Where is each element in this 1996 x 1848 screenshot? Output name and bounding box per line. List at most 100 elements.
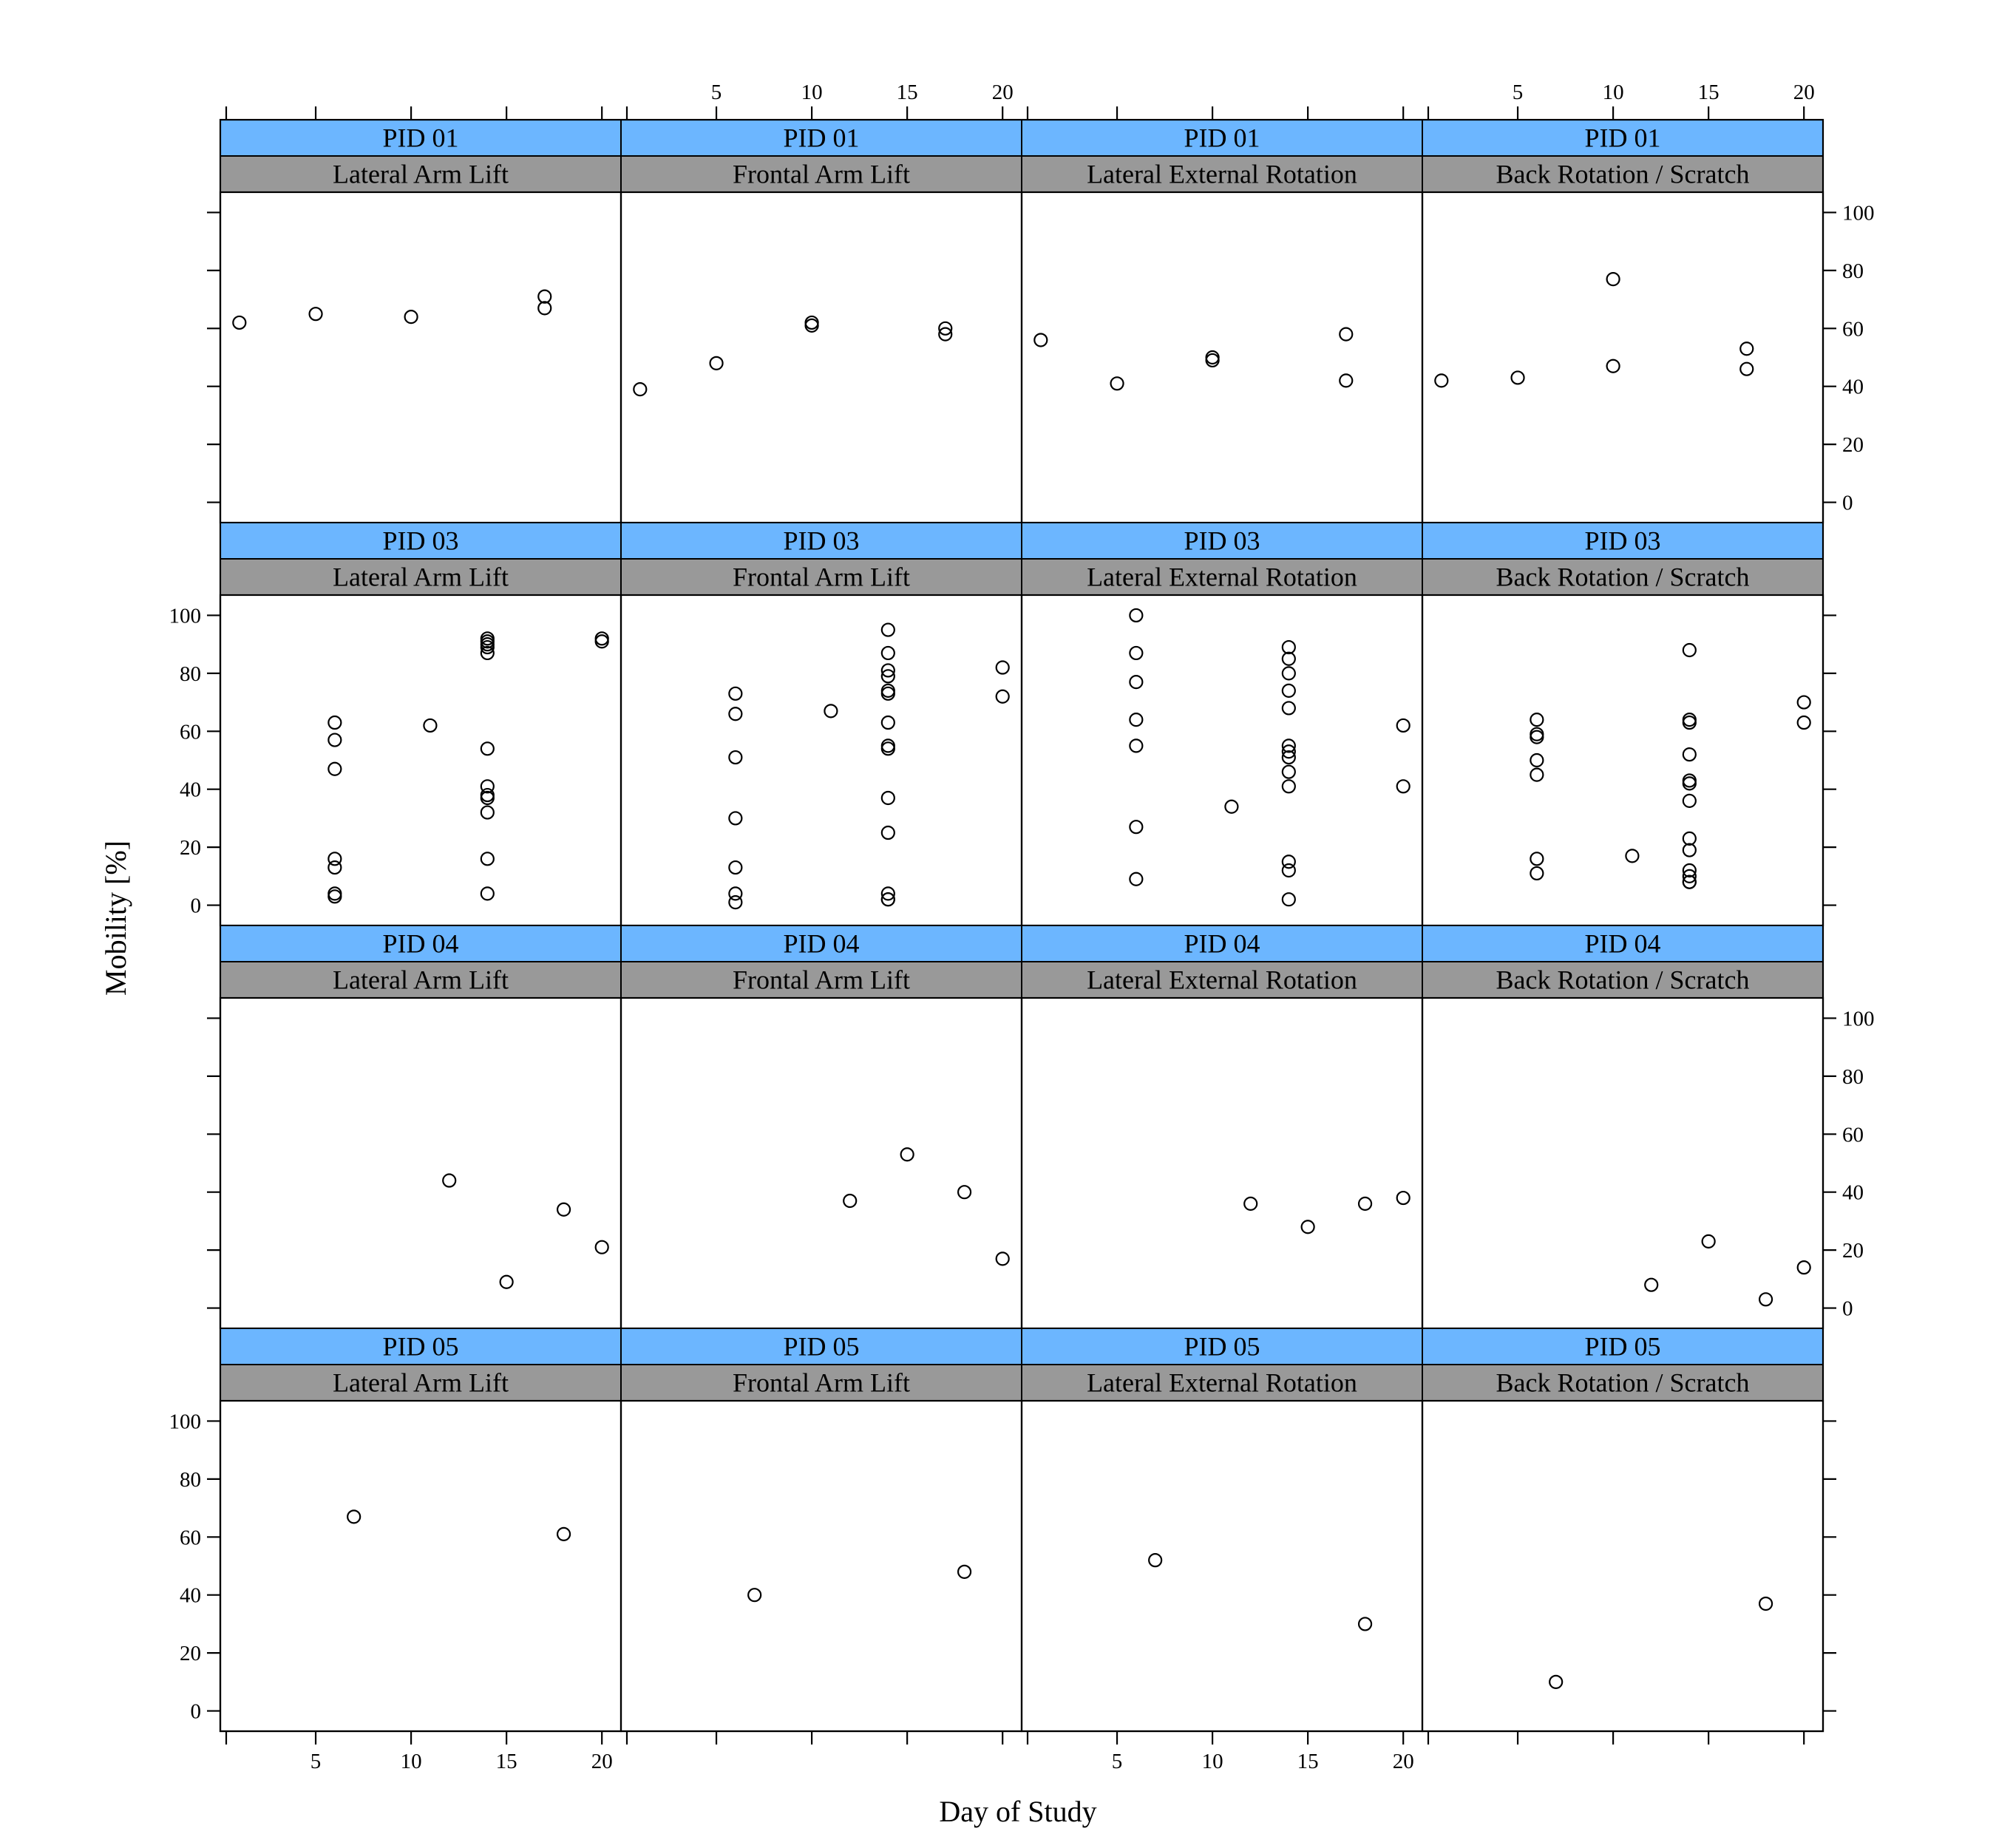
panel-pid03-back-rotation-scratch: PID 03 Back Rotation / Scratch	[1421, 522, 1824, 927]
y-tick-label: 80	[1842, 259, 1864, 283]
data-point	[1530, 727, 1544, 741]
data-point	[404, 310, 418, 325]
data-point	[1606, 359, 1620, 373]
data-point	[1129, 645, 1144, 661]
data-point	[1281, 738, 1296, 753]
exercise-strip	[1422, 558, 1824, 596]
participant-strip-label: PID 03	[1184, 526, 1260, 556]
data-point	[1281, 744, 1296, 759]
y-tick-label: 0	[1842, 492, 1853, 515]
axes-layer: 0 20 40 60 80 100 0 20 40 60 80 100 0 20 40 60 80 100 0 20 4…	[169, 81, 1875, 1773]
exercise-strip-label: Frontal Arm Lift	[733, 965, 910, 995]
panel-pid01-back-rotation-scratch: PID 01 Back Rotation / Scratch	[1421, 119, 1824, 524]
participant-strip	[1422, 925, 1824, 962]
exercise-strip-label: Frontal Arm Lift	[733, 1368, 910, 1398]
y-tick-label: 40	[1842, 1181, 1864, 1205]
data-point	[1682, 773, 1697, 788]
data-point	[1129, 738, 1144, 753]
y-tick-label: 80	[180, 1468, 201, 1492]
data-point	[1758, 1596, 1773, 1611]
data-point	[938, 321, 953, 336]
participant-strip-label: PID 05	[783, 1332, 859, 1362]
participant-strip	[620, 1328, 1022, 1365]
y-tick-label: 100	[1842, 201, 1875, 225]
data-point	[1148, 1553, 1163, 1568]
data-point	[480, 787, 495, 803]
data-point	[327, 715, 342, 730]
data-point	[1339, 373, 1354, 388]
exercise-strip-label: Lateral Arm Lift	[333, 1368, 509, 1398]
data-point	[938, 327, 953, 342]
y-tick-label: 0	[191, 894, 202, 918]
data-point	[1682, 831, 1697, 846]
exercise-strip	[1021, 558, 1423, 596]
data-point	[480, 741, 495, 756]
data-point	[1796, 695, 1811, 710]
data-point	[1339, 327, 1354, 342]
data-point	[1682, 869, 1697, 883]
panel-border	[219, 594, 622, 927]
y-tick-label: 60	[180, 1526, 201, 1549]
x-tick-label: 20	[1793, 81, 1815, 104]
x-tick-label: 10	[801, 81, 823, 104]
panel-border	[1020, 996, 1424, 1330]
exercise-strip-label: Lateral External Rotation	[1087, 160, 1357, 189]
data-point	[1606, 272, 1620, 287]
data-point	[900, 1147, 914, 1162]
data-point	[1110, 376, 1124, 391]
panel-border	[1421, 191, 1824, 524]
data-point	[327, 860, 342, 875]
exercise-strip-label: Lateral Arm Lift	[333, 563, 509, 592]
panel-pid01-lateral-external-rotation: PID 01 Lateral External Rotation	[1020, 119, 1424, 524]
x-tick-label: 15	[496, 1750, 517, 1773]
x-tick-label: 15	[1698, 81, 1720, 104]
y-tick-label: 20	[1842, 1239, 1864, 1263]
data-point	[1530, 713, 1544, 727]
data-point	[843, 1193, 858, 1209]
y-tick-label: 100	[169, 604, 202, 628]
data-point	[537, 301, 552, 316]
data-point	[880, 715, 895, 730]
participant-strip-label: PID 05	[382, 1332, 458, 1362]
panel-border	[219, 1399, 622, 1733]
data-point	[1682, 874, 1697, 889]
data-point	[1281, 764, 1296, 779]
exercise-strip-label: Lateral External Rotation	[1087, 563, 1357, 592]
x-tick-label: 20	[591, 1750, 613, 1773]
data-point	[1129, 713, 1144, 727]
participant-strip-label: PID 03	[783, 526, 859, 556]
participant-strip	[620, 522, 1022, 560]
panel-border	[619, 594, 1023, 927]
data-point	[728, 707, 743, 721]
data-point	[880, 669, 895, 684]
x-tick-label: 5	[1112, 1750, 1123, 1773]
data-point	[1510, 370, 1525, 385]
data-point	[728, 886, 743, 901]
data-point	[480, 779, 495, 794]
exercise-strip	[620, 1364, 1022, 1402]
data-point	[480, 645, 495, 661]
participant-strip-label: PID 04	[1184, 929, 1260, 959]
data-point	[1682, 747, 1697, 762]
data-point	[1682, 843, 1697, 857]
panel-border	[1020, 1399, 1424, 1733]
data-point	[747, 1588, 762, 1603]
data-point	[480, 639, 495, 655]
data-point	[804, 315, 819, 330]
data-point	[728, 895, 743, 910]
data-point	[957, 1185, 972, 1200]
data-point	[1300, 1220, 1315, 1234]
participant-strip-label: PID 01	[1584, 123, 1660, 153]
y-tick-label: 20	[180, 836, 201, 860]
data-point	[1796, 1260, 1811, 1275]
data-point	[1701, 1234, 1716, 1249]
outer-frame	[219, 118, 1824, 1733]
exercise-strip-label: Lateral External Rotation	[1087, 1368, 1357, 1398]
panel-border	[1020, 191, 1424, 524]
x-tick-label: 5	[711, 81, 722, 104]
participant-strip-label: PID 01	[382, 123, 458, 153]
y-tick-label: 60	[180, 720, 201, 744]
x-axis-title: Day of Study	[939, 1795, 1096, 1828]
participant-strip-label: PID 04	[1584, 929, 1660, 959]
data-point	[1682, 793, 1697, 808]
